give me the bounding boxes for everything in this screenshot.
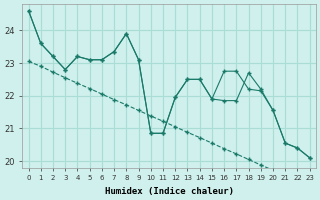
X-axis label: Humidex (Indice chaleur): Humidex (Indice chaleur)	[105, 187, 234, 196]
